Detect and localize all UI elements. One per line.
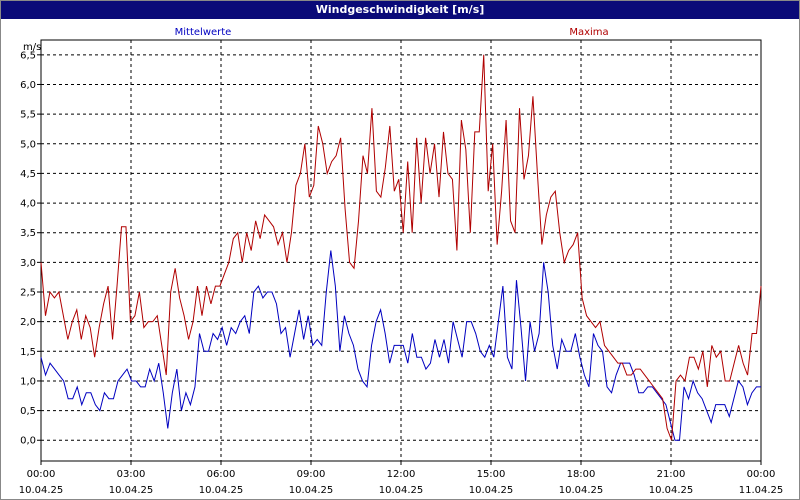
x-tick-time: 09:00	[297, 469, 326, 480]
y-tick-label: 1,5	[20, 347, 36, 358]
x-tick-date: 11.04.25	[739, 485, 784, 496]
y-tick-label: 6,5	[20, 50, 36, 61]
y-tick-label: 6,0	[20, 80, 36, 91]
y-tick-label: 0,5	[20, 406, 36, 417]
y-axis-label: m/s	[23, 42, 41, 53]
x-tick-date: 10.04.25	[109, 485, 154, 496]
series-line-maxima	[40, 54, 762, 441]
y-tick-label: 4,5	[20, 169, 36, 180]
x-tick-time: 03:00	[117, 469, 146, 480]
x-axis: 00:00 10.04.25 03:00 10.04.25 06:00 10.04.25 0…	[19, 461, 784, 496]
y-tick-label: 5,5	[20, 110, 36, 121]
grid	[41, 40, 761, 461]
x-tick-date: 10.04.25	[19, 485, 64, 496]
y-tick-label: 3,0	[20, 258, 36, 269]
line-chart: Mittelwerte Maxima m/s 0,0 0,5 1,0 1,5 2,0 2,…	[19, 27, 784, 496]
y-axis: 0,0 0,5 1,0 1,5 2,0 2,5 3,0 3,5 4,0 4,5 5,0 5,5 6,0 6…	[20, 50, 41, 447]
y-tick-label: 3,5	[20, 228, 36, 239]
y-tick-label: 2,5	[20, 288, 36, 299]
x-tick-date: 10.04.25	[379, 485, 424, 496]
y-tick-label: 0,0	[20, 436, 36, 447]
x-tick-time: 15:00	[477, 469, 506, 480]
x-tick-date: 10.04.25	[469, 485, 514, 496]
x-tick-time: 00:00	[27, 469, 56, 480]
x-tick-date: 10.04.25	[289, 485, 334, 496]
y-tick-label: 1,0	[20, 376, 36, 387]
x-tick-time: 06:00	[207, 469, 236, 480]
legend-maxima: Maxima	[569, 27, 608, 38]
y-tick-label: 5,0	[20, 139, 36, 150]
x-tick-time: 00:00	[747, 469, 776, 480]
y-tick-label: 4,0	[20, 199, 36, 210]
legend-mittelwerte: Mittelwerte	[175, 27, 232, 38]
x-tick-time: 12:00	[387, 469, 416, 480]
x-tick-date: 10.04.25	[559, 485, 604, 496]
series-line-mittelwerte	[40, 250, 761, 441]
series-group	[40, 54, 762, 441]
x-tick-date: 10.04.25	[649, 485, 694, 496]
x-tick-time: 21:00	[657, 469, 686, 480]
x-tick-date: 10.04.25	[199, 485, 244, 496]
x-tick-time: 18:00	[567, 469, 596, 480]
y-tick-label: 2,0	[20, 317, 36, 328]
window-title: Windgeschwindigkeit [m/s]	[1, 1, 799, 19]
